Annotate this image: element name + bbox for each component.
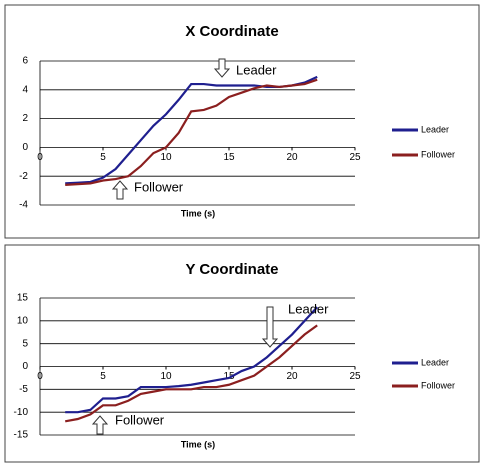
annotation: Follower: [134, 179, 184, 194]
x-tick-label: 20: [286, 152, 298, 163]
annotation-arrow: [111, 180, 129, 200]
annotation-arrow: [261, 306, 279, 348]
chart-title: X Coordinate: [185, 23, 278, 40]
y-tick-label: 4: [22, 84, 28, 95]
legend-label: Leader: [421, 124, 449, 134]
legend-label: Follower: [421, 380, 455, 390]
y-tick-label: 15: [17, 293, 29, 304]
x-tick-label: 15: [223, 152, 235, 163]
x-tick-label: 5: [100, 152, 106, 163]
x-tick-label: 10: [160, 371, 172, 382]
y-tick-label: 0: [22, 361, 28, 372]
annotation: Follower: [115, 412, 165, 427]
chart-frame: [4, 244, 480, 463]
y-tick-label: -10: [14, 407, 29, 418]
annotation: Leader: [236, 62, 277, 77]
data-line: [65, 324, 318, 423]
y-tick-label: -15: [14, 430, 29, 441]
x-tick-label: 25: [349, 371, 361, 382]
annotation-arrow: [213, 58, 231, 78]
y-tick-label: 0: [22, 142, 28, 153]
x-tick-label: 10: [160, 152, 172, 163]
x-tick-label: 5: [100, 371, 106, 382]
data-line: [65, 306, 319, 414]
x-axis-label: Time (s): [181, 208, 215, 218]
y-tick-label: 6: [22, 56, 28, 67]
y-tick-label: 5: [22, 338, 28, 349]
y-tick-label: 10: [17, 315, 29, 326]
data-line: [65, 78, 318, 186]
x-tick-label: 0: [37, 152, 43, 163]
chart-frame: [4, 4, 480, 239]
y-tick-label: -4: [19, 200, 28, 211]
y-tick-label: 2: [22, 113, 28, 124]
x-axis-label: Time (s): [181, 439, 215, 449]
annotation: Leader: [288, 301, 329, 316]
x-tick-label: 0: [37, 371, 43, 382]
legend-label: Follower: [421, 149, 455, 159]
x-tick-label: 20: [286, 371, 298, 382]
data-line: [65, 75, 318, 185]
legend-label: Leader: [421, 357, 449, 367]
chart-title: Y Coordinate: [185, 261, 278, 278]
y-tick-label: -2: [19, 171, 28, 182]
annotation-arrow: [91, 415, 109, 435]
y-tick-label: -5: [19, 384, 28, 395]
x-tick-label: 25: [349, 152, 361, 163]
